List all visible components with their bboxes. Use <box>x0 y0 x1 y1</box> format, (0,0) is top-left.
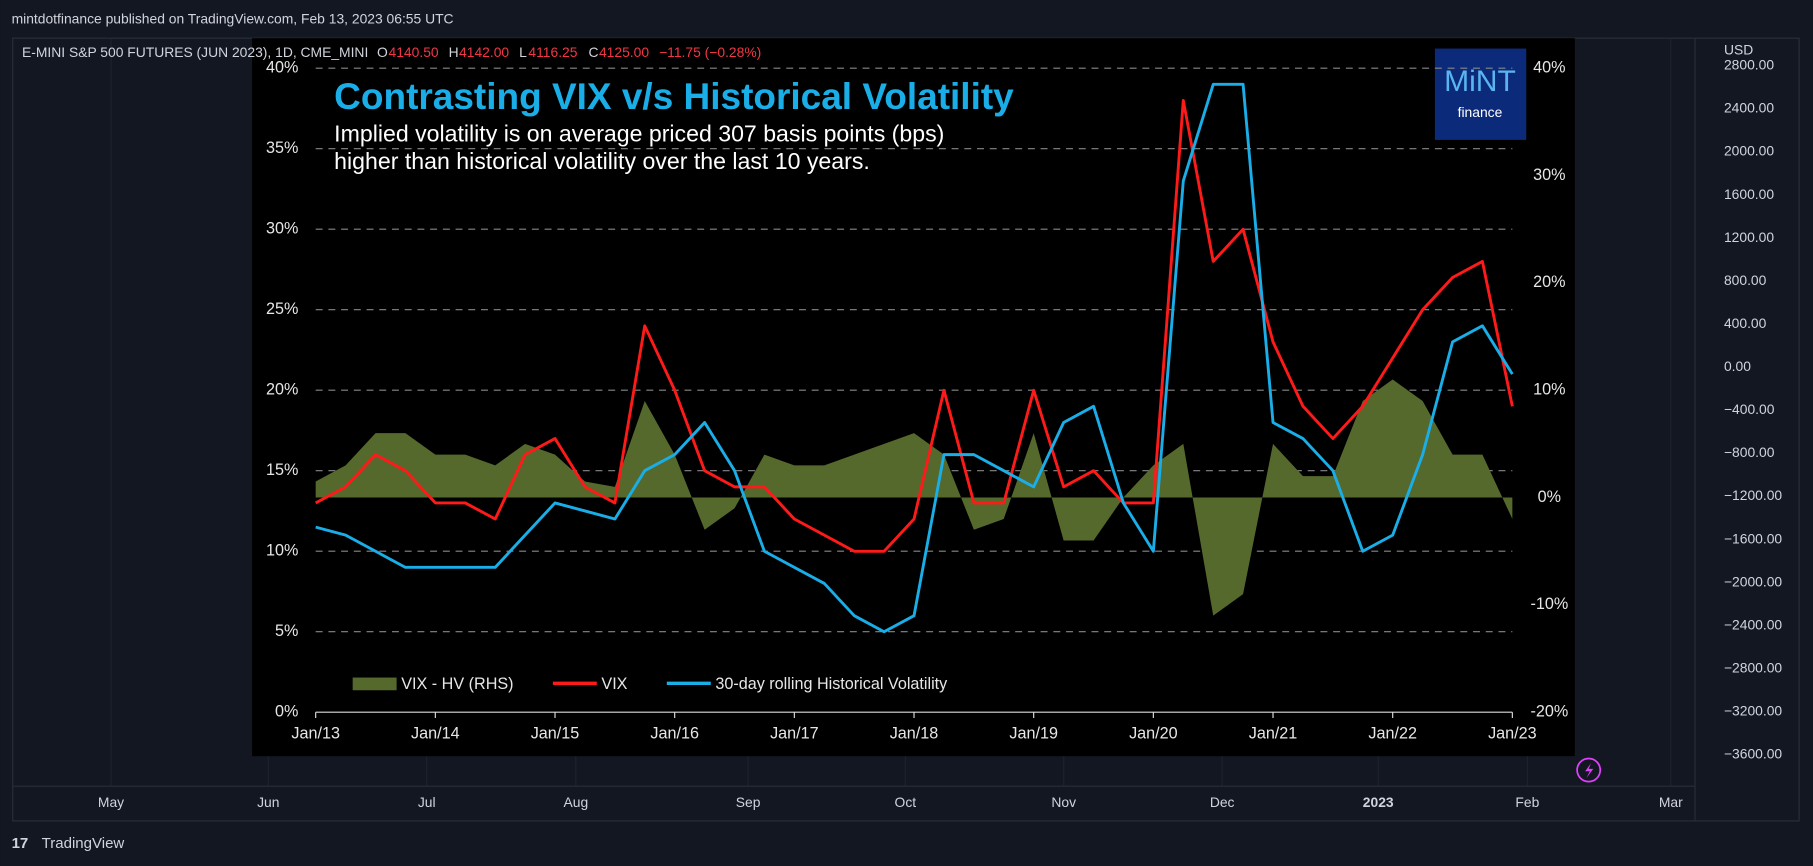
x-tick-label: Jan/21 <box>1249 724 1298 742</box>
time-label: Jun <box>257 794 279 810</box>
time-label: Aug <box>563 794 588 810</box>
price-label: 800.00 <box>1724 272 1767 288</box>
price-label: −2800.00 <box>1724 660 1782 676</box>
legend-label: 30-day rolling Historical Volatility <box>715 675 948 693</box>
y-tick-label: 20% <box>266 381 298 399</box>
x-tick-label: Jan/15 <box>531 724 580 742</box>
price-label: −2000.00 <box>1724 573 1782 589</box>
change: −11.75 (−0.28%) <box>659 44 761 60</box>
y2-tick-label: 10% <box>1533 381 1565 399</box>
c-value: 4125.00 <box>599 44 649 60</box>
x-tick-label: Jan/16 <box>650 724 699 742</box>
currency: USD <box>1724 42 1753 58</box>
y-tick-label: 35% <box>266 139 298 157</box>
y-tick-label: 5% <box>275 622 298 640</box>
brand: TradingView <box>42 835 125 852</box>
x-tick-label: Jan/19 <box>1009 724 1058 742</box>
time-label: 2023 <box>1363 794 1394 810</box>
y-tick-label: 40% <box>266 58 298 76</box>
x-tick-label: Jan/20 <box>1129 724 1178 742</box>
time-label: Nov <box>1051 794 1076 810</box>
price-label: −2400.00 <box>1724 616 1782 632</box>
lightning-button[interactable] <box>1576 757 1602 783</box>
legend-swatch <box>352 677 397 691</box>
time-label: Dec <box>1210 794 1235 810</box>
time-label: May <box>98 794 124 810</box>
lightning-icon <box>1585 763 1594 779</box>
y2-tick-label: -10% <box>1530 595 1568 613</box>
y-tick-label: 0% <box>275 703 298 721</box>
legend-label: VIX <box>601 675 627 693</box>
o-label: O <box>377 44 388 60</box>
price-label: 2400.00 <box>1724 100 1774 116</box>
price-label: −3200.00 <box>1724 703 1782 719</box>
price-label: 1200.00 <box>1724 229 1774 245</box>
l-value: 4116.25 <box>528 44 577 60</box>
y2-tick-label: 20% <box>1533 273 1565 291</box>
x-tick-label: Jan/18 <box>890 724 939 742</box>
x-tick-label: Jan/22 <box>1368 724 1417 742</box>
time-label: Sep <box>736 794 761 810</box>
x-tick-label: Jan/23 <box>1488 724 1537 742</box>
area <box>315 379 1513 616</box>
price-label: 2800.00 <box>1724 57 1774 73</box>
time-label: Mar <box>1659 794 1683 810</box>
legend-label: VIX - HV (RHS) <box>401 675 513 693</box>
y-tick-label: 25% <box>266 300 298 318</box>
price-label: 1600.00 <box>1724 186 1774 202</box>
logo-box <box>1434 48 1527 140</box>
price-label: −3600.00 <box>1724 746 1782 762</box>
y-tick-label: 10% <box>266 542 298 560</box>
chart-subtitle: higher than historical volatility over t… <box>334 148 870 174</box>
time-label: Jul <box>418 794 436 810</box>
chart-title: Contrasting VIX v/s Historical Volatilit… <box>334 76 1014 117</box>
x-tick-label: Jan/13 <box>291 724 340 742</box>
o-value: 4140.50 <box>389 44 439 60</box>
y-tick-label: 30% <box>266 219 298 237</box>
chart-image <box>252 38 1575 757</box>
chart-subtitle: Implied volatility is on average priced … <box>334 120 944 146</box>
h-value: 4142.00 <box>459 44 509 60</box>
publisher: mintdotfinance published on TradingView.… <box>12 10 454 26</box>
logo-name: MiNT <box>1444 65 1516 98</box>
symbol-name: E-MINI S&P 500 FUTURES (JUN 2023), 1D, C… <box>22 44 368 60</box>
y2-tick-label: 0% <box>1538 488 1561 506</box>
price-label: −800.00 <box>1724 444 1775 460</box>
x-tick-label: Jan/14 <box>411 724 460 742</box>
y2-tick-label: -20% <box>1530 703 1568 721</box>
h-label: H <box>449 44 459 60</box>
tv-logo-mark: 17 <box>12 835 29 852</box>
price-label: 400.00 <box>1724 315 1767 331</box>
price-label: −400.00 <box>1724 401 1775 417</box>
y2-tick-label: 40% <box>1533 58 1565 76</box>
time-label: Oct <box>895 794 917 810</box>
c-label: C <box>589 44 599 60</box>
price-label: −1600.00 <box>1724 530 1782 546</box>
symbol-line: E-MINI S&P 500 FUTURES (JUN 2023), 1D, C… <box>22 44 761 60</box>
price-label: 2000.00 <box>1724 143 1774 159</box>
x-tick-label: Jan/17 <box>770 724 819 742</box>
time-label: Feb <box>1515 794 1539 810</box>
price-label: 0.00 <box>1724 358 1751 374</box>
line <box>314 99 1514 553</box>
price-label: −1200.00 <box>1724 487 1782 503</box>
y-tick-label: 15% <box>266 461 298 479</box>
logo-sub: finance <box>1458 104 1503 120</box>
y2-tick-label: 30% <box>1533 166 1565 184</box>
line <box>315 82 1514 634</box>
l-label: L <box>519 44 527 60</box>
